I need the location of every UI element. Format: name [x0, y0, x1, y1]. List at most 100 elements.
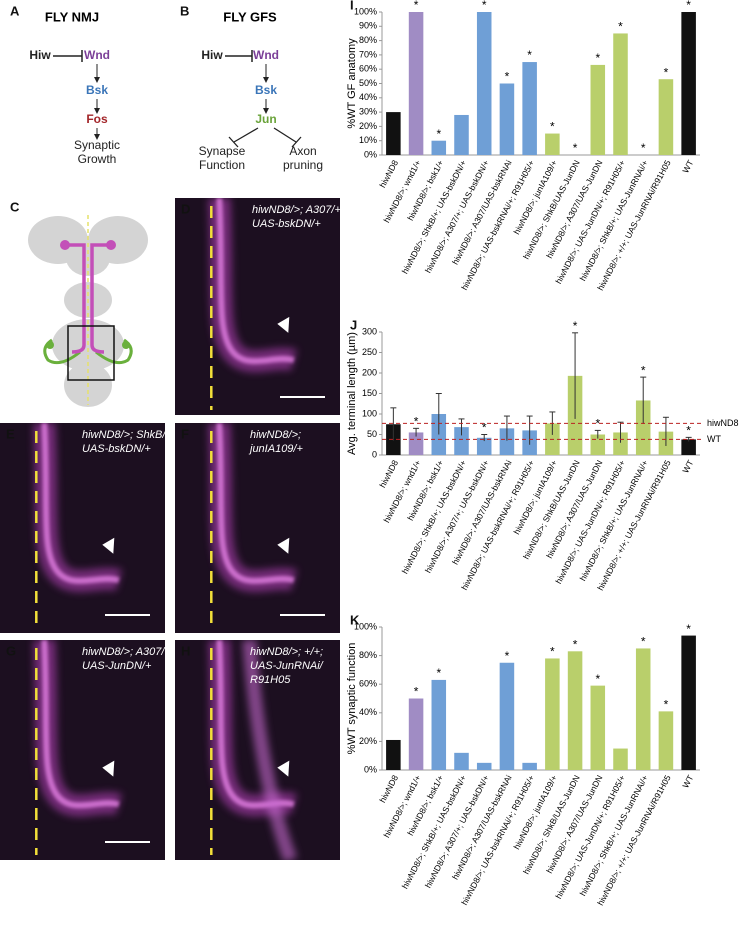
significance-marker: * — [618, 20, 623, 34]
panel-letter: E — [6, 426, 15, 441]
genotype-label: junIA109/+ — [248, 443, 303, 455]
y-tick-label: 0% — [364, 764, 377, 774]
y-tick-label: 60% — [359, 64, 377, 74]
bar — [499, 83, 515, 155]
bar — [408, 12, 424, 155]
bar — [454, 427, 469, 455]
outcome: Function — [199, 158, 245, 172]
reference-label: WT — [707, 434, 721, 444]
genotype-label: hiwND8/>; A307/+; — [252, 204, 344, 216]
panel-letter: I — [350, 0, 354, 12]
node: Bsk — [86, 83, 108, 97]
y-tick-label: 50 — [367, 429, 377, 439]
node: Hiw — [29, 48, 51, 62]
panel-letter: G — [6, 643, 16, 658]
arrowhead — [277, 760, 290, 777]
inhibit-edge — [233, 127, 259, 143]
micrograph: hiwND8/>; A307/UAS-JunDN/+ — [0, 640, 165, 860]
node: Fos — [86, 112, 108, 126]
bar — [386, 739, 401, 770]
axon-signal — [216, 423, 295, 584]
bar — [590, 64, 606, 155]
x-tick-label: WT — [680, 158, 695, 174]
genotype-label: UAS-bskDN/+ — [82, 443, 151, 455]
axon-signal — [41, 423, 120, 584]
micrograph: hiwND8/>; ShkB/+; UAS-bskDN/+ — [0, 423, 165, 633]
y-tick-label: 20% — [359, 736, 377, 746]
y-tick-label: 0 — [372, 449, 377, 459]
significance-marker: * — [686, 0, 691, 12]
bar — [454, 752, 469, 770]
panel-letter: J — [350, 317, 357, 332]
axon-signal — [216, 198, 295, 365]
y-tick-label: 90% — [359, 21, 377, 31]
bar — [522, 762, 537, 770]
micrograph-background — [0, 423, 165, 633]
bar — [499, 662, 515, 770]
inhibit-bar — [291, 136, 302, 148]
bar — [635, 648, 651, 770]
bar — [386, 112, 401, 155]
giant-fiber-soma — [60, 240, 70, 250]
bar — [431, 679, 447, 770]
genotype-label: UAS-JunDN/+ — [82, 660, 152, 672]
genotype-label: UAS-JunRNAi/ — [250, 660, 324, 672]
bar — [545, 133, 560, 155]
y-tick-label: 40% — [359, 92, 377, 102]
micrograph-background — [0, 640, 165, 860]
y-axis-title: %WT synaptic function — [346, 643, 358, 755]
x-tick-label: hiwND8 — [377, 158, 400, 189]
y-tick-label: 300 — [362, 326, 377, 336]
bar — [476, 437, 492, 455]
bar — [635, 400, 651, 455]
bar — [590, 685, 606, 770]
bar — [613, 432, 628, 455]
y-tick-label: 100% — [354, 621, 377, 631]
y-tick-label: 80% — [359, 35, 377, 45]
significance-marker: * — [550, 645, 555, 659]
y-tick-label: 10% — [359, 135, 377, 145]
x-tick-label: WT — [680, 773, 695, 789]
outcome: Synaptic — [74, 138, 120, 152]
outcome: pruning — [283, 158, 323, 172]
reference-label: hiwND8 — [707, 418, 739, 428]
significance-marker: * — [573, 637, 578, 651]
significance-marker: * — [436, 666, 441, 680]
significance-marker: * — [573, 141, 578, 155]
arrowhead — [277, 537, 290, 554]
y-tick-label: 20% — [359, 121, 377, 131]
bar — [658, 711, 674, 770]
brain-schematic — [28, 215, 148, 407]
x-tick-label: WT — [680, 458, 695, 474]
bar — [476, 12, 492, 155]
bar — [431, 140, 447, 155]
giant-fiber — [67, 243, 109, 354]
y-tick-label: 60% — [359, 679, 377, 689]
bar — [408, 698, 424, 770]
axon-signal — [242, 640, 298, 860]
diagram-title: FLY GFS — [223, 9, 277, 24]
micrograph: hiwND8/>; junIA109/+ — [175, 423, 340, 633]
significance-marker: * — [686, 424, 691, 438]
neuron-body — [46, 341, 54, 349]
panel-letter: A — [10, 3, 20, 18]
panel-letter: B — [180, 3, 189, 18]
significance-marker: * — [436, 127, 441, 141]
node: Hiw — [201, 48, 223, 62]
panel-letter: C — [10, 199, 20, 214]
node: Jun — [255, 112, 276, 126]
significance-marker: * — [641, 141, 646, 155]
significance-marker: * — [686, 622, 691, 636]
outcome: Axon — [289, 144, 316, 158]
bar — [681, 635, 696, 770]
panel-letter: D — [181, 201, 190, 216]
bar — [681, 439, 696, 455]
bar — [545, 658, 560, 770]
significance-marker: * — [414, 415, 419, 429]
micrograph: hiwND8/>; +/+; UAS-JunRNAi/R91H05 — [175, 640, 340, 860]
outcome: Synapse — [199, 144, 246, 158]
axon-signal — [41, 640, 120, 809]
y-tick-label: 80% — [359, 650, 377, 660]
significance-marker: * — [550, 120, 555, 134]
significance-marker: * — [414, 685, 419, 699]
